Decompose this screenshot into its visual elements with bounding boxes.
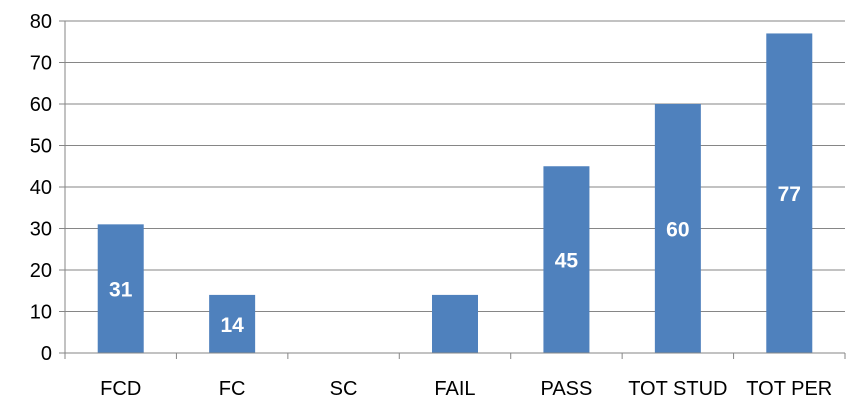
bar-fail — [432, 294, 478, 353]
bar-fc — [209, 294, 256, 353]
data-label-fc: 14 — [220, 314, 244, 337]
bars — [97, 33, 813, 353]
axes — [59, 20, 846, 359]
data-label-fcd: 31 — [109, 279, 133, 302]
x-category-label-fail: FAIL — [434, 378, 475, 400]
bar-pass — [543, 166, 590, 353]
labels: 0 10 20 30 40 50 60 70 80 FCD 31 FC 14 SC FAIL PASS 45 TO… — [30, 11, 833, 400]
bar-tot-per — [766, 33, 813, 353]
data-label-tot-per: 77 — [778, 183, 801, 206]
y-tick-label-50: 50 — [30, 136, 52, 158]
bar-tot-stud — [654, 104, 701, 353]
y-tick-label-30: 30 — [30, 219, 52, 241]
y-tick-label-80: 80 — [30, 11, 52, 33]
data-label-pass: 45 — [555, 250, 579, 273]
x-category-label-fcd: FCD — [100, 378, 141, 400]
x-category-label-tot-per: TOT PER — [746, 378, 832, 400]
gridlines — [65, 20, 845, 312]
bar-fcd — [97, 224, 144, 353]
y-tick-label-0: 0 — [41, 343, 52, 365]
x-category-label-tot-stud: TOT STUD — [628, 378, 727, 400]
x-category-label-pass: PASS — [540, 378, 592, 400]
y-tick-label-20: 20 — [30, 260, 52, 282]
y-tick-label-60: 60 — [30, 94, 52, 116]
data-label-tot-stud: 60 — [666, 219, 689, 242]
y-tick-label-70: 70 — [30, 53, 52, 75]
x-category-label-sc: SC — [330, 378, 358, 400]
x-category-label-fc: FC — [219, 378, 246, 400]
y-tick-label-40: 40 — [30, 177, 52, 199]
y-tick-label-10: 10 — [30, 302, 52, 324]
